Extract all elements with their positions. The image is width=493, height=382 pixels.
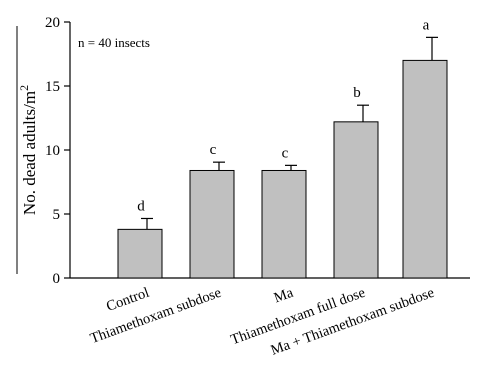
y-axis-title-main: No. dead adults/m xyxy=(20,91,39,215)
significance-letter: c xyxy=(282,145,289,161)
bar xyxy=(261,169,307,279)
y-axis-title-superscript: 2 xyxy=(17,85,31,91)
bars xyxy=(117,59,448,279)
y-axis-title: No. dead adults/m2 xyxy=(17,85,39,215)
bar xyxy=(189,169,235,279)
y-tick-label: 20 xyxy=(45,15,60,31)
category-label: Control xyxy=(104,285,151,315)
y-ticks: 0 5 10 15 20 xyxy=(45,15,70,287)
y-tick-label: 0 xyxy=(53,271,61,287)
error-bars xyxy=(141,36,438,230)
y-axis-title-group: No. dead adults/m2 xyxy=(16,26,39,274)
category-label: Thiamethoxam subdose xyxy=(88,285,223,347)
y-tick-label: 5 xyxy=(53,207,61,223)
bar xyxy=(117,228,163,279)
bar xyxy=(402,59,448,279)
y-tick-label: 10 xyxy=(45,143,60,159)
significance-letter: b xyxy=(353,85,361,101)
significance-letter: a xyxy=(423,17,430,33)
category-label: Ma xyxy=(272,285,296,307)
sample-size-annotation: n = 40 insects xyxy=(78,35,150,50)
significance-letters: d c c b a xyxy=(137,17,429,214)
bar xyxy=(333,121,379,279)
y-tick-label: 15 xyxy=(45,79,60,95)
significance-letter: d xyxy=(137,198,145,214)
significance-letter: c xyxy=(210,142,217,158)
